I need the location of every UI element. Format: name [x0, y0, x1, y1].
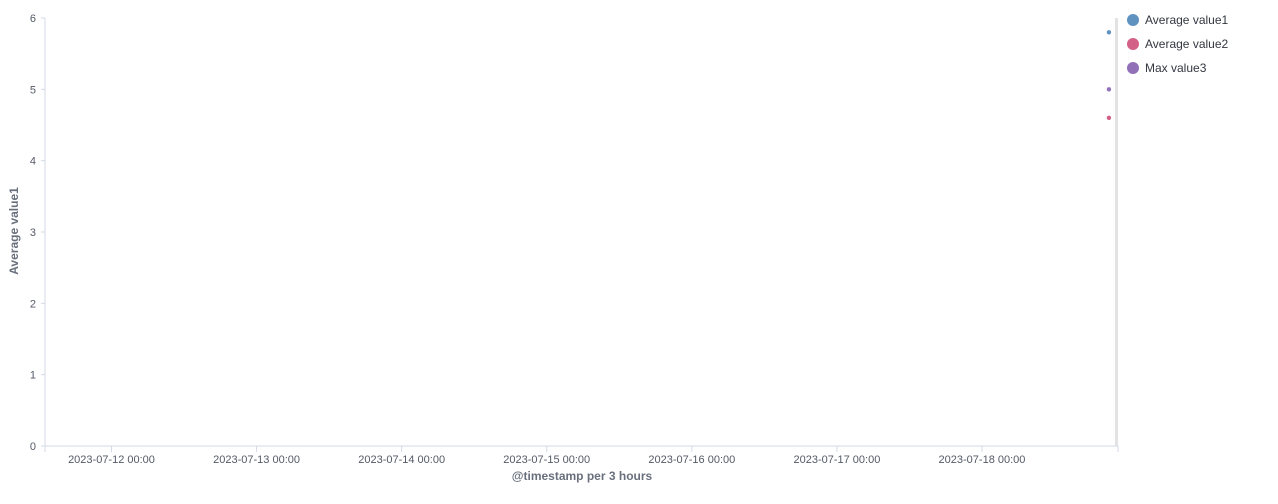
legend-label: Average value2	[1145, 37, 1229, 51]
legend[interactable]: Average value1 Average value2 Max value3	[1127, 13, 1229, 75]
x-tick-label: 2023-07-14 00:00	[358, 454, 445, 466]
y-tick-label: 5	[30, 84, 36, 96]
x-axis-title: @timestamp per 3 hours	[512, 469, 653, 483]
y-axis-ticks: 0 1 2 3 4 5 6	[30, 13, 45, 453]
legend-label: Max value3	[1145, 61, 1207, 75]
y-tick-label: 6	[30, 13, 36, 25]
data-point-average-value2[interactable]	[1106, 115, 1112, 121]
x-tick-label: 2023-07-12 00:00	[68, 454, 155, 466]
y-tick-label: 2	[30, 298, 36, 310]
plot-area: 0 1 2 3 4 5 6 2023-07-12 00:00 2023-07-13 00:00…	[30, 13, 1119, 466]
x-tick-label: 2023-07-13 00:00	[213, 454, 300, 466]
legend-item-average-value1[interactable]: Average value1	[1127, 13, 1229, 27]
data-points	[1106, 30, 1112, 121]
legend-swatch	[1127, 38, 1139, 50]
y-tick-label: 3	[30, 227, 36, 239]
data-point-max-value3[interactable]	[1106, 87, 1112, 92]
legend-swatch	[1127, 14, 1139, 26]
x-tick-label: 2023-07-16 00:00	[648, 454, 735, 466]
x-tick-label: 2023-07-18 00:00	[939, 454, 1026, 466]
y-tick-label: 1	[30, 370, 36, 382]
x-axis-ticks: 2023-07-12 00:00 2023-07-13 00:00 2023-07-…	[44, 446, 1119, 466]
legend-label: Average value1	[1145, 13, 1229, 27]
legend-swatch	[1127, 62, 1139, 74]
legend-item-max-value3[interactable]: Max value3	[1127, 61, 1207, 75]
x-tick-label: 2023-07-15 00:00	[503, 454, 590, 466]
x-tick-label: 2023-07-17 00:00	[793, 454, 880, 466]
legend-item-average-value2[interactable]: Average value2	[1127, 37, 1229, 51]
y-tick-label: 4	[30, 156, 36, 168]
y-tick-label: 0	[30, 441, 36, 453]
data-point-average-value1[interactable]	[1106, 30, 1112, 35]
current-time-band	[1114, 18, 1118, 446]
y-axis-title: Average value1	[7, 187, 21, 275]
